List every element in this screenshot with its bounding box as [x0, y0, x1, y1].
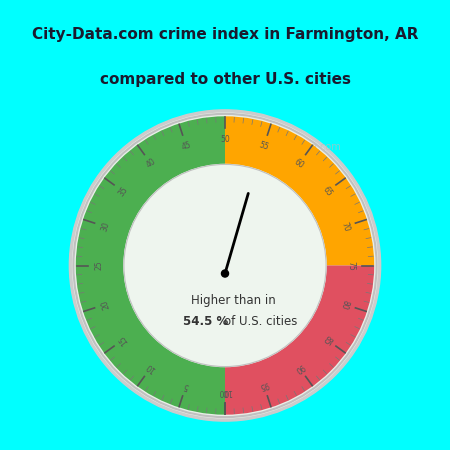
- Wedge shape: [225, 116, 374, 266]
- Text: 15: 15: [117, 333, 130, 346]
- Wedge shape: [76, 116, 225, 415]
- Text: 0: 0: [223, 387, 227, 396]
- Text: 35: 35: [117, 185, 130, 198]
- Text: 25: 25: [94, 261, 104, 270]
- Text: 80: 80: [339, 298, 351, 310]
- Text: 85: 85: [320, 333, 333, 346]
- Text: 65: 65: [320, 185, 333, 198]
- Wedge shape: [225, 266, 374, 415]
- Text: 20: 20: [99, 298, 111, 310]
- Text: City-Data.com: City-Data.com: [271, 142, 341, 153]
- Circle shape: [72, 113, 378, 418]
- Text: 30: 30: [99, 220, 111, 233]
- Text: 55: 55: [258, 140, 270, 152]
- Circle shape: [221, 270, 229, 277]
- Text: 40: 40: [144, 157, 158, 170]
- Text: compared to other U.S. cities: compared to other U.S. cities: [99, 72, 351, 87]
- Text: 54.5 %: 54.5 %: [183, 315, 228, 328]
- Text: 50: 50: [220, 135, 230, 144]
- Text: 90: 90: [292, 361, 306, 374]
- Circle shape: [124, 164, 326, 367]
- Text: 75: 75: [346, 261, 356, 270]
- Text: 70: 70: [339, 220, 351, 233]
- Text: 5: 5: [182, 380, 190, 390]
- Text: of U.S. cities: of U.S. cities: [224, 315, 297, 328]
- Text: 60: 60: [292, 157, 306, 170]
- Text: Higher than in: Higher than in: [191, 294, 275, 307]
- Circle shape: [69, 110, 381, 421]
- Text: 100: 100: [218, 387, 232, 396]
- Text: 45: 45: [180, 140, 192, 152]
- Text: 95: 95: [258, 379, 270, 391]
- Text: 10: 10: [144, 361, 158, 374]
- Text: City-Data.com crime index in Farmington, AR: City-Data.com crime index in Farmington,…: [32, 27, 418, 42]
